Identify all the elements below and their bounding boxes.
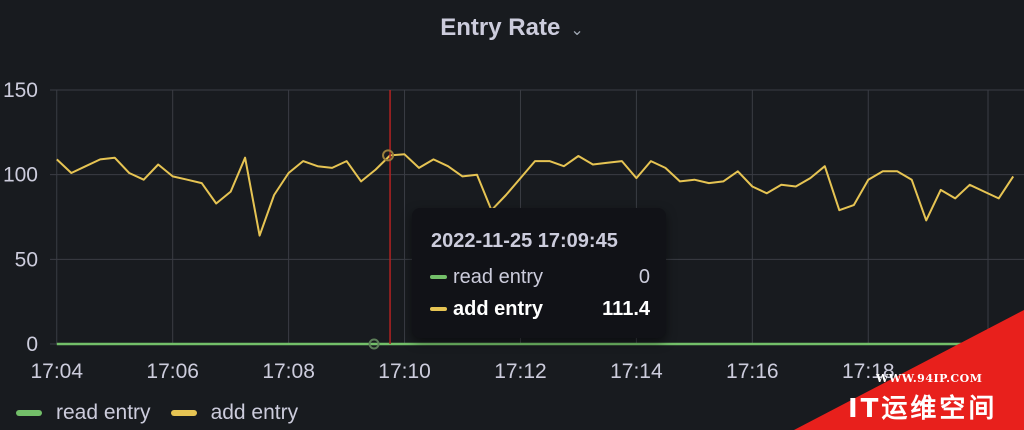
legend-label: read entry: [56, 401, 151, 424]
x-tick-label: 17:16: [726, 360, 779, 383]
y-tick-label: 50: [15, 248, 38, 271]
x-tick-label: 17:18: [842, 360, 895, 383]
panel-header[interactable]: Entry Rate ⌄: [0, 0, 1024, 56]
tooltip-row-read-entry: read entry 0: [430, 264, 650, 290]
panel-title[interactable]: Entry Rate: [440, 14, 561, 41]
hover-point-add-entry: [382, 149, 395, 162]
chart-legend: read entry add entry: [16, 398, 298, 428]
tooltip-row-add-entry: add entry 111.4: [430, 296, 650, 322]
legend-swatch: [170, 410, 197, 416]
series-color-swatch: [430, 275, 447, 279]
x-tick-label: 17:04: [30, 360, 83, 383]
tooltip-series-value: 0: [638, 265, 650, 288]
x-tick-label: 17:08: [262, 360, 315, 383]
x-tick-label: 17:14: [610, 360, 663, 383]
legend-item-read-entry[interactable]: read entry: [16, 401, 151, 425]
chevron-down-icon[interactable]: ⌄: [570, 22, 584, 39]
tooltip-series-name: read entry: [453, 265, 544, 288]
y-tick-label: 0: [26, 333, 38, 356]
legend-item-add-entry[interactable]: add entry: [170, 401, 299, 425]
y-tick-label: 100: [3, 164, 38, 187]
watermark-banner: [794, 310, 1024, 430]
y-axis: 0 50 100 150: [3, 79, 38, 356]
tooltip-timestamp: 2022-11-25 17:09:45: [431, 230, 618, 252]
hover-tooltip: 2022-11-25 17:09:45 read entry 0 add ent…: [412, 208, 666, 338]
hover-point-read-entry: [368, 338, 380, 350]
x-tick-label: 17:12: [494, 360, 547, 383]
watermark-url: WWW.94IP.COM: [876, 372, 983, 385]
x-axis: 17:04 17:06 17:08 17:10 17:12 17:14 17:16 17:18: [30, 360, 894, 383]
series-layer: [56, 153, 1015, 346]
y-tick-label: 150: [3, 79, 38, 102]
x-tick-label: 17:06: [146, 360, 199, 383]
watermark: WWW.94IP.COM IT运维空间: [794, 310, 1024, 430]
legend-swatch: [16, 410, 42, 416]
series-line-add-entry: [56, 153, 1015, 237]
x-tick-label: 17:10: [378, 360, 431, 383]
legend-label: add entry: [210, 401, 299, 424]
hover-layer: [368, 90, 395, 350]
tooltip-series-name: add entry: [453, 297, 544, 320]
series-color-swatch: [430, 307, 447, 311]
tooltip-series-value: 111.4: [602, 297, 650, 320]
watermark-text: IT运维空间: [848, 394, 998, 424]
